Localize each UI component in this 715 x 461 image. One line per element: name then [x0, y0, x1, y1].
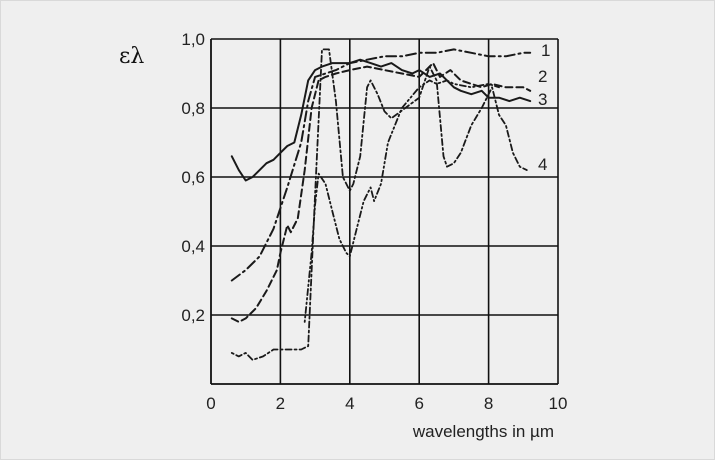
x-tick-label: 2 — [276, 394, 285, 413]
series-line-3 — [230, 62, 532, 323]
chart-axes — [210, 39, 558, 385]
x-tick-labels: 0 2 4 6 8 10 — [206, 394, 567, 413]
curve-label-2: 2 — [538, 67, 547, 86]
chart-grid — [211, 38, 559, 384]
series-layer — [230, 48, 532, 361]
curve-labels: 1 2 3 4 — [538, 41, 550, 174]
x-tick-label: 10 — [549, 394, 568, 413]
curve-label-1: 1 — [541, 41, 550, 60]
y-axis-label: ελ — [119, 44, 144, 69]
y-tick-label: 0,2 — [181, 306, 205, 325]
series-line-1 — [230, 58, 532, 182]
x-tick-label: 6 — [414, 394, 423, 413]
y-tick-labels: 0,2 0,4 0,6 0,8 1,0 — [181, 30, 205, 325]
x-axis-label: wavelengths in µm — [412, 422, 554, 441]
x-tick-label: 8 — [484, 394, 493, 413]
y-tick-label: 0,8 — [181, 99, 205, 118]
series-line-2 — [230, 48, 532, 282]
series-line-4 — [230, 48, 528, 361]
y-tick-label: 0,6 — [181, 168, 205, 187]
x-tick-label: 0 — [206, 394, 215, 413]
y-tick-label: 0,4 — [181, 237, 205, 256]
curve-label-3: 3 — [538, 90, 547, 109]
x-tick-label: 4 — [345, 394, 354, 413]
series-line-unlabeled-4 — [303, 79, 500, 323]
curve-label-4: 4 — [538, 155, 547, 174]
y-tick-label: 1,0 — [181, 30, 205, 49]
